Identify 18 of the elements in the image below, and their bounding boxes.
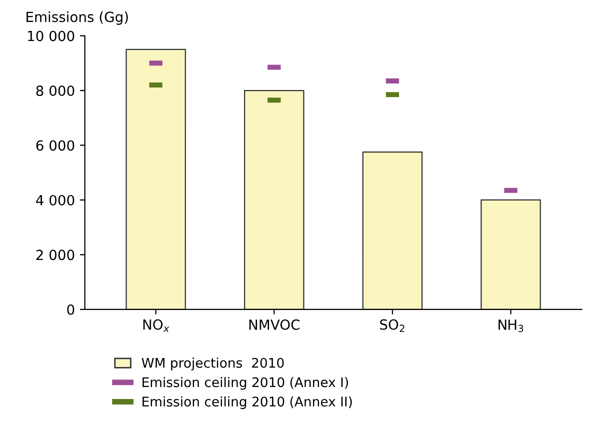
y-tick-label: 0 <box>67 304 74 315</box>
x-tick-label: SO$_{2}$ <box>380 319 404 332</box>
y-axis-title: Emissions (Gg) <box>26 11 128 25</box>
legend-label: WM projections 2010 <box>142 358 284 370</box>
x-tick-label: NMVOC <box>249 319 300 330</box>
bar <box>480 199 541 310</box>
y-tick-label: 6 000 <box>36 140 74 151</box>
y-tick-label: 4 000 <box>36 194 74 206</box>
legend-label: Emission ceiling 2010 (Annex II) <box>142 396 352 410</box>
bar <box>362 152 423 310</box>
y-tick-label: 10 000 <box>28 30 74 42</box>
x-tick-label: NO$_{x}$ <box>143 319 170 332</box>
legend-label: Emission ceiling 2010 (Annex I) <box>142 376 348 390</box>
y-tick-label: 8 000 <box>36 85 74 96</box>
x-tick-label: NH$_{3}$ <box>498 320 524 332</box>
y-tick-label: 2 000 <box>36 250 74 260</box>
bar <box>244 90 304 310</box>
bar <box>126 48 186 310</box>
